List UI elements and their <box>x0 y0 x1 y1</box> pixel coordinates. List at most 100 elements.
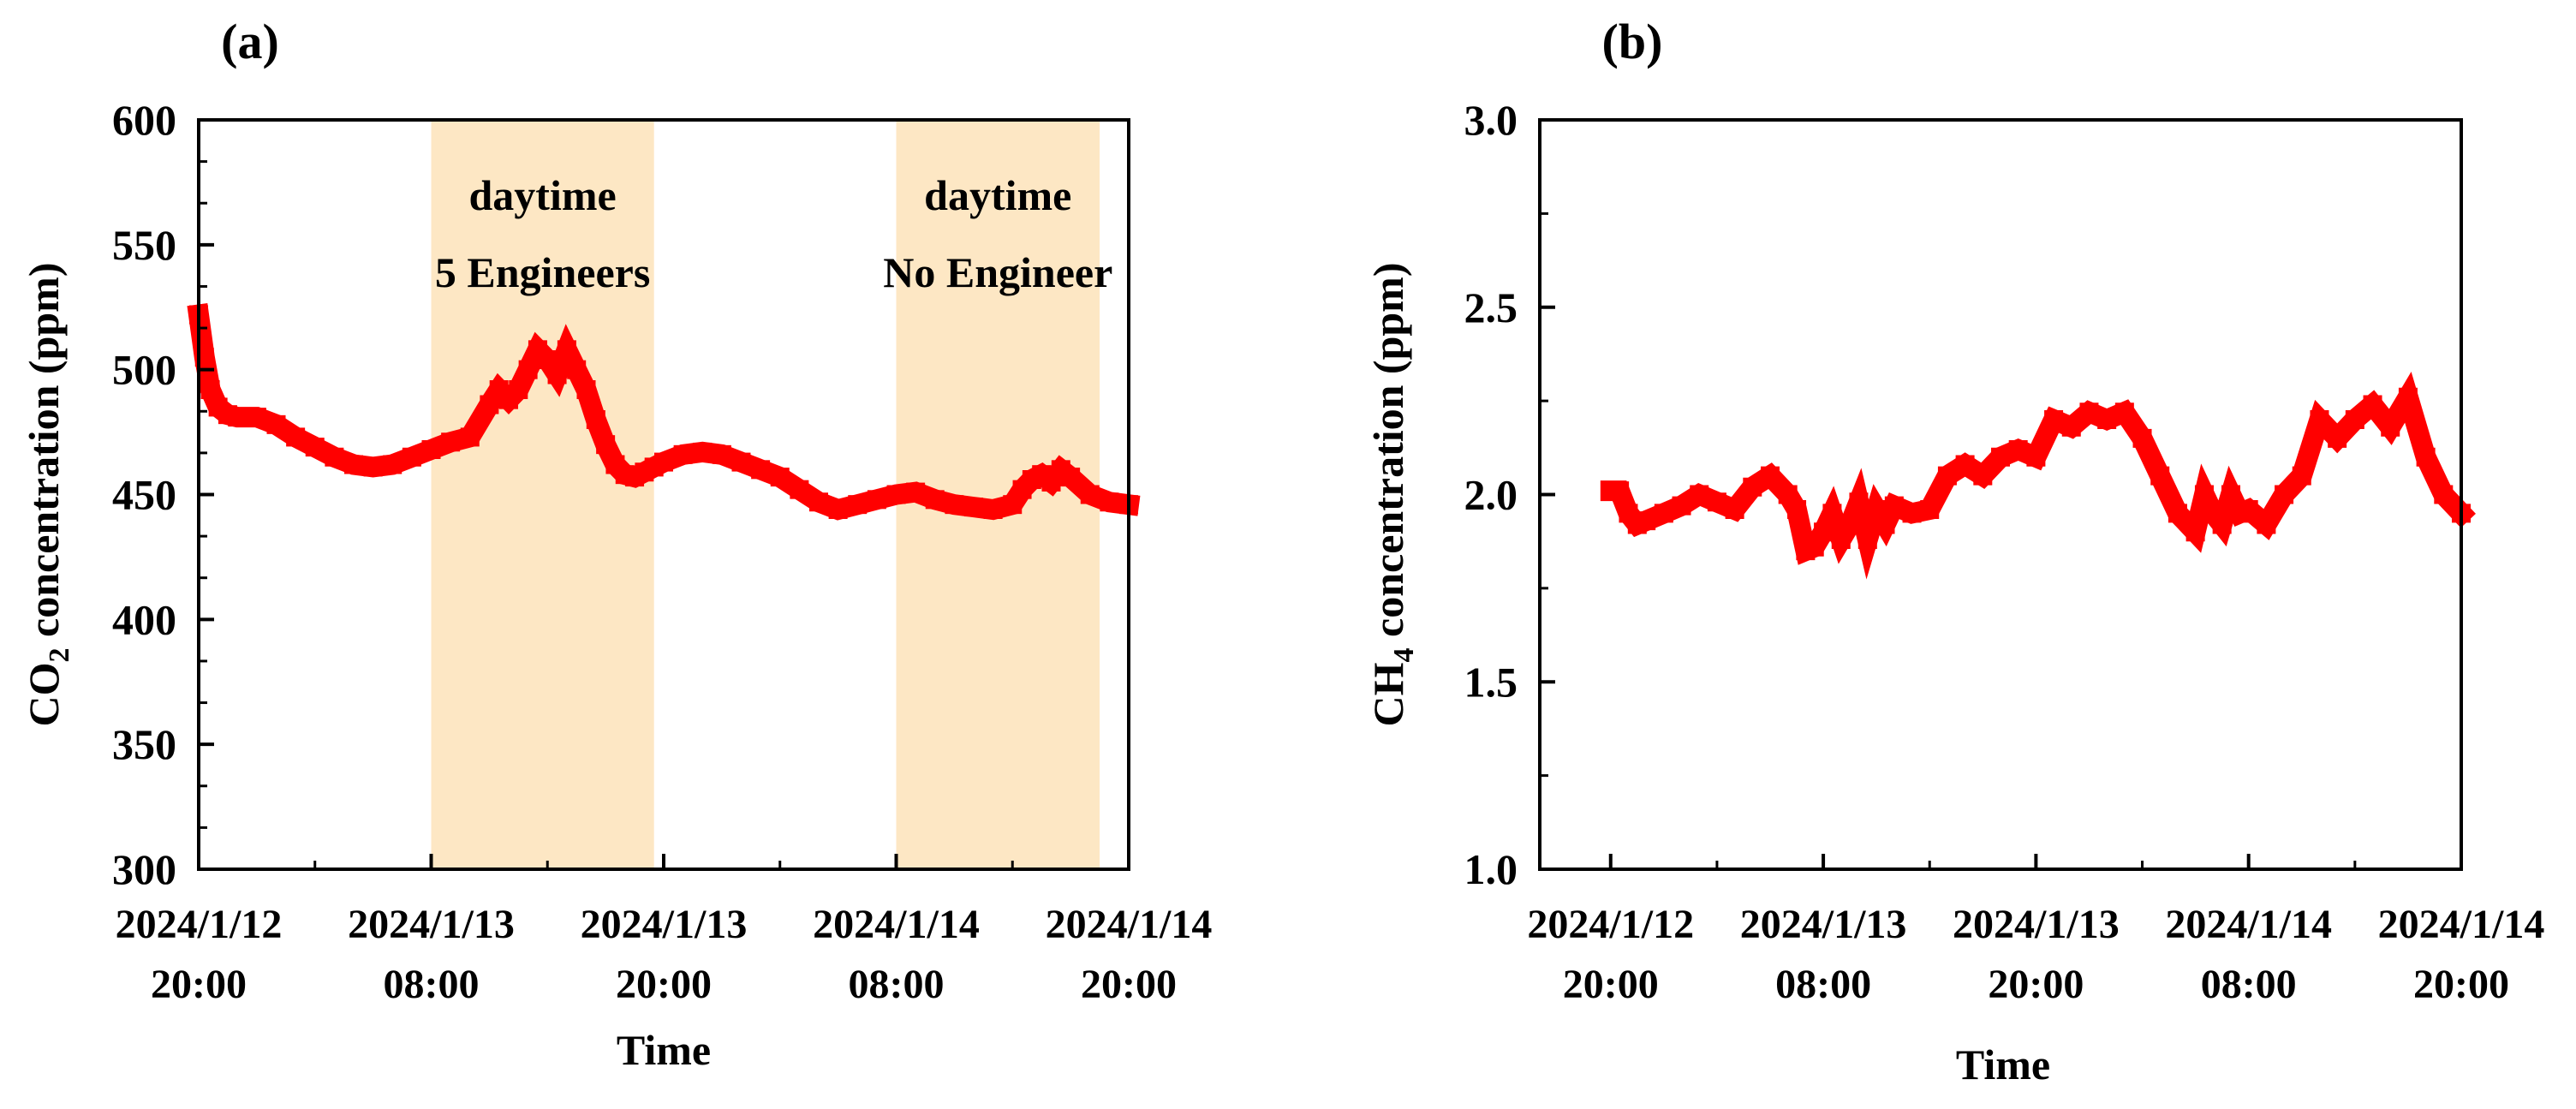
y-tick-label: 1.5 <box>1464 658 1518 706</box>
data-point <box>673 444 693 464</box>
data-point <box>1061 468 1081 487</box>
data-point <box>1672 496 1691 516</box>
x-tick-label-date: 2024/1/14 <box>2165 902 2332 947</box>
chart-panel-b: 1.0 1.5 2.0 2.5 3.0 2024/1/12 20:00 2024/1/13 08… <box>1364 14 2544 1088</box>
data-point <box>402 447 421 467</box>
x-tick-label-date: 2024/1/14 <box>813 902 980 947</box>
data-point <box>2150 466 2170 486</box>
data-point <box>983 500 1003 519</box>
data-point <box>1725 500 1744 519</box>
x-tick-label-time: 08:00 <box>849 962 945 1007</box>
x-tick-label-time: 20:00 <box>1988 962 2084 1007</box>
data-point <box>557 340 576 360</box>
data-point <box>1814 522 1834 542</box>
data-point <box>2310 410 2329 429</box>
y-tick-label: 550 <box>112 221 176 269</box>
data-point <box>886 485 906 504</box>
x-tick-label-time: 20:00 <box>1563 962 1659 1007</box>
data-point <box>344 455 363 474</box>
x-tick-label-time: 20:00 <box>1081 962 1177 1007</box>
data-point <box>2026 447 2046 467</box>
data-point <box>1884 496 1904 516</box>
data-point <box>945 495 964 515</box>
y-tick-label: 400 <box>112 595 176 643</box>
x-tick-label-date: 2024/1/12 <box>1527 902 1694 947</box>
daytime-band <box>431 120 654 869</box>
data-point <box>712 444 731 464</box>
data-point <box>1937 466 1957 486</box>
data-point <box>286 427 306 447</box>
x-tick-label-date: 2024/1/13 <box>348 902 515 947</box>
data-point <box>2132 428 2152 448</box>
data-point <box>2434 485 2454 504</box>
y-axis-title: CH4 concentration (ppm) <box>1364 263 1420 727</box>
x-tick-label-date: 2024/1/13 <box>1953 902 2120 947</box>
data-point <box>576 380 596 399</box>
data-point <box>2398 387 2418 407</box>
data-point <box>1857 530 1877 549</box>
data-point <box>2221 485 2240 504</box>
panel-label: (a) <box>221 14 279 69</box>
data-point <box>441 432 461 452</box>
data-point <box>1822 504 1842 523</box>
data-point <box>1654 504 1673 523</box>
data-point <box>964 498 983 517</box>
data-point <box>925 490 945 510</box>
data-point <box>1761 466 1780 486</box>
y-tick-label: 3.0 <box>1464 96 1518 144</box>
data-point <box>1902 504 1922 523</box>
y-tick-label: 500 <box>112 346 176 394</box>
data-point <box>2114 402 2134 422</box>
data-point <box>828 500 848 519</box>
data-point <box>2185 522 2205 542</box>
data-point <box>1690 485 1709 504</box>
data-point <box>1637 511 1656 531</box>
plot-frame <box>1538 118 2463 871</box>
data-point <box>325 447 344 467</box>
data-point <box>480 395 499 414</box>
data-point <box>848 495 868 515</box>
x-tick-label-date: 2024/1/14 <box>1046 902 1213 947</box>
y-tick-label: 2.5 <box>1464 283 1518 331</box>
data-point <box>1955 455 1975 474</box>
data-point <box>654 452 673 472</box>
data-point <box>1804 537 1824 557</box>
x-tick-label-time: 20:00 <box>2413 962 2509 1007</box>
data-point <box>790 480 809 499</box>
x-tick-label-time: 08:00 <box>1775 962 1871 1007</box>
data-point <box>2044 410 2064 429</box>
y-tick-label: 450 <box>112 471 176 519</box>
x-tick-label-date: 2024/1/13 <box>1740 902 1907 947</box>
data-point <box>1875 515 1895 534</box>
data-point <box>2345 410 2364 429</box>
x-tick-label-time: 08:00 <box>384 962 480 1007</box>
data-point <box>421 440 441 459</box>
band-label-occupancy: 5 Engineers <box>435 248 650 296</box>
y-tick-label: 600 <box>112 96 176 144</box>
data-point <box>2168 504 2187 523</box>
band-label-daytime: daytime <box>468 171 616 219</box>
data-point <box>1973 466 1993 486</box>
data-point <box>731 452 751 472</box>
data-point <box>1831 530 1851 549</box>
x-tick-label-date: 2024/1/14 <box>2378 902 2545 947</box>
data-point <box>2416 447 2436 467</box>
data-point <box>1867 500 1887 519</box>
panel-label: (b) <box>1602 14 1663 69</box>
data-point <box>1787 500 1807 519</box>
data-point <box>305 438 325 457</box>
data-point <box>2239 500 2258 519</box>
data-point <box>751 460 771 480</box>
data-point <box>693 442 713 462</box>
band-label-occupancy: No Engineer <box>883 248 1112 296</box>
data-point <box>2363 395 2382 414</box>
data-point <box>200 380 220 399</box>
data-point <box>1003 495 1023 515</box>
data-point <box>2079 402 2099 422</box>
data-point <box>567 360 587 379</box>
data-point <box>906 482 926 502</box>
data-point <box>1840 515 1860 534</box>
data-point <box>2061 417 2081 437</box>
data-point <box>1920 500 1940 519</box>
data-point <box>1849 492 1869 512</box>
